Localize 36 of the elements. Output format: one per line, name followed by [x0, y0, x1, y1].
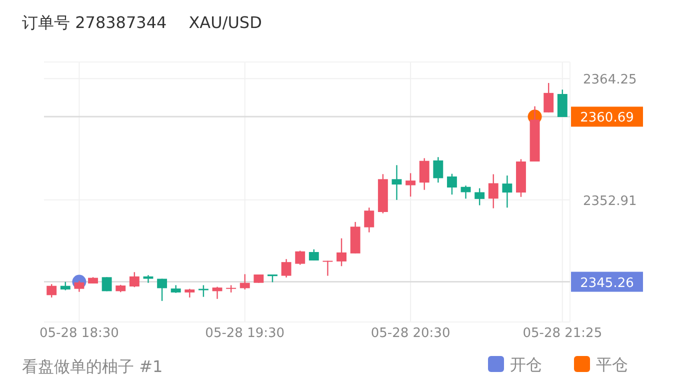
- candlestick: [308, 248, 319, 262]
- candlestick: [419, 158, 430, 190]
- candlestick: [488, 174, 498, 209]
- candlestick: [157, 278, 168, 302]
- candlestick: [544, 82, 554, 113]
- ref-line-label: 2360.69: [580, 110, 634, 126]
- candlestick: [336, 238, 346, 267]
- candlestick: [364, 207, 374, 233]
- candlestick: [433, 156, 444, 184]
- ref-line-label: 2345.26: [580, 276, 634, 291]
- candlestick: [322, 260, 333, 276]
- text: 看盘做单的柚子 #1: [22, 357, 163, 376]
- y-tick-label: 2364.25: [583, 72, 637, 88]
- legend-label: 平仓: [596, 355, 628, 374]
- chart-title: 订单号 278387344: [22, 13, 167, 32]
- candlestick: [74, 280, 84, 292]
- legend-label: 开仓: [510, 355, 542, 374]
- chart-subtitle: XAU/USD: [188, 13, 262, 32]
- candlestick: [557, 89, 568, 118]
- y-tick-label: 2352.91: [583, 194, 637, 209]
- x-tick-label: 05-28 18:30: [40, 326, 119, 341]
- candlestick: [212, 286, 222, 300]
- x-tick-label: 05-28 19:30: [205, 326, 285, 341]
- candlestick: [281, 258, 292, 278]
- x-tick-label: 05-28 20:30: [370, 326, 450, 341]
- candlestick: [502, 174, 512, 208]
- candlestick: [446, 173, 457, 196]
- candlestick: [102, 276, 112, 292]
- candlestick: [474, 188, 485, 206]
- x-tick-label: 05-28 21:25: [522, 326, 602, 341]
- candlestick: [46, 284, 57, 298]
- candlestick: [406, 172, 416, 198]
- candlestick: [392, 164, 402, 201]
- candlestick: [240, 274, 250, 290]
- candlestick: [129, 272, 140, 288]
- candlestick: [295, 250, 306, 266]
